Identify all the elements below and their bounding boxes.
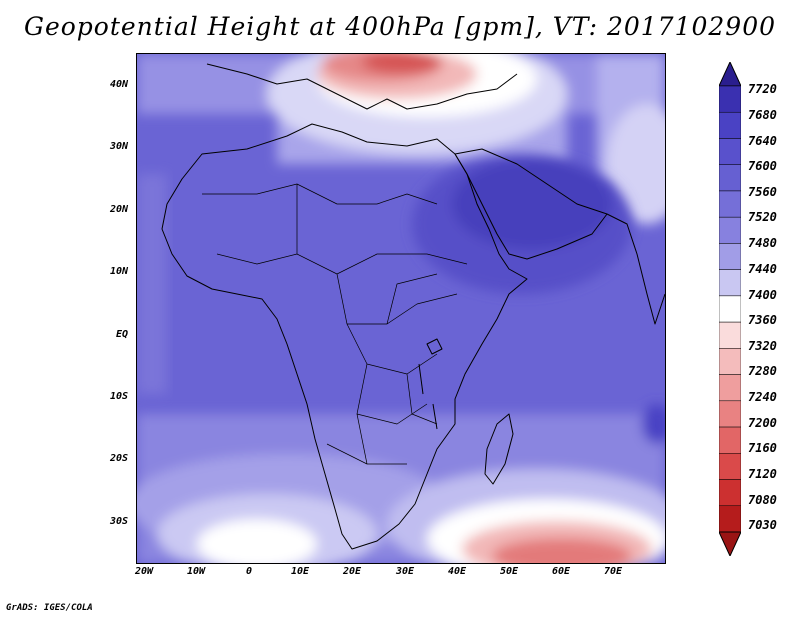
colorbar-segment bbox=[719, 295, 741, 323]
colorbar-segment bbox=[719, 164, 741, 192]
colorbar-label: 7360 bbox=[748, 313, 777, 327]
madagascar-coastline bbox=[484, 413, 514, 485]
europe-coastline bbox=[206, 63, 518, 110]
lon-tick-label: 0 bbox=[246, 566, 253, 577]
country-borders bbox=[202, 183, 468, 465]
colorbar-label: 7280 bbox=[748, 364, 777, 378]
colorbar-segment bbox=[719, 138, 741, 165]
colorbar-label: 7030 bbox=[748, 518, 777, 532]
lake-tanganyika bbox=[418, 363, 424, 395]
coastlines bbox=[161, 63, 665, 550]
lon-tick-label: 10E bbox=[291, 566, 310, 577]
arabia-coastline bbox=[454, 148, 608, 260]
colorbar-top-triangle bbox=[719, 62, 741, 87]
south-gradient bbox=[137, 404, 665, 563]
colorbar-segment bbox=[719, 426, 741, 454]
lon-tick-label: 20E bbox=[343, 566, 362, 577]
lon-tick-label: 60E bbox=[552, 566, 571, 577]
colorbar-segment bbox=[719, 321, 741, 349]
africa-coastline bbox=[161, 123, 528, 550]
colorbar-label: 7600 bbox=[748, 159, 777, 173]
map-panel bbox=[136, 53, 666, 564]
colorbar bbox=[719, 62, 741, 556]
colorbar-label: 7120 bbox=[748, 467, 777, 481]
colorbar-label: 7640 bbox=[748, 134, 777, 148]
colorbar-label: 7200 bbox=[748, 416, 777, 430]
colorbar-segment bbox=[719, 400, 741, 428]
colorbar-segment bbox=[719, 453, 741, 480]
colorbar-segment bbox=[719, 85, 741, 113]
colorbar-segment bbox=[719, 190, 741, 218]
lat-tick-label: 30S bbox=[109, 516, 128, 527]
colorbar-label: 7320 bbox=[748, 339, 777, 353]
colorbar-segment bbox=[719, 269, 741, 297]
colorbar-label: 7520 bbox=[748, 210, 777, 224]
lat-tick-label: 20N bbox=[109, 204, 128, 215]
colorbar-label: 7160 bbox=[748, 441, 777, 455]
colorbar-segment bbox=[719, 216, 741, 244]
arabian-high bbox=[412, 154, 632, 294]
colorbar-label: 7680 bbox=[748, 108, 777, 122]
height-field-map bbox=[137, 54, 665, 563]
colorbar-bottom-triangle bbox=[719, 531, 741, 556]
map-title: Geopotential Height at 400hPa [gpm], VT:… bbox=[23, 12, 777, 41]
north-gradient bbox=[137, 54, 665, 224]
lat-tick-label: 20S bbox=[109, 453, 128, 464]
lon-tick-label: 40E bbox=[448, 566, 467, 577]
west-gradient bbox=[137, 174, 167, 394]
colorbar-label: 7240 bbox=[748, 390, 777, 404]
footer-credit: GrADS: IGES/COLA bbox=[6, 603, 93, 613]
colorbar-segment bbox=[719, 505, 741, 533]
colorbar-segment bbox=[719, 111, 741, 139]
colorbar-label: 7440 bbox=[748, 262, 777, 276]
lat-tick-label: 40N bbox=[109, 79, 128, 90]
colorbar-label: 7560 bbox=[748, 185, 777, 199]
colorbar-label: 7720 bbox=[748, 82, 777, 96]
lake-malawi bbox=[432, 403, 438, 430]
lon-tick-label: 10W bbox=[187, 566, 206, 577]
lake-victoria bbox=[426, 338, 443, 355]
colorbar-segment bbox=[719, 374, 741, 402]
lon-tick-label: 50E bbox=[500, 566, 519, 577]
lon-tick-label: 70E bbox=[604, 566, 623, 577]
colorbar-segment bbox=[719, 348, 741, 375]
lat-tick-label: 10N bbox=[109, 266, 128, 277]
colorbar-segment bbox=[719, 243, 741, 270]
colorbar-label: 7400 bbox=[748, 288, 777, 302]
lon-tick-label: 20W bbox=[135, 566, 154, 577]
lon-tick-label: 30E bbox=[396, 566, 415, 577]
lat-tick-label: 30N bbox=[109, 141, 128, 152]
lat-tick-label: EQ bbox=[115, 329, 128, 340]
lat-tick-label: 10S bbox=[109, 391, 128, 402]
india-coastline bbox=[606, 213, 665, 325]
colorbar-label: 7080 bbox=[748, 493, 777, 507]
colorbar-label: 7480 bbox=[748, 236, 777, 250]
colorbar-segment bbox=[719, 479, 741, 507]
